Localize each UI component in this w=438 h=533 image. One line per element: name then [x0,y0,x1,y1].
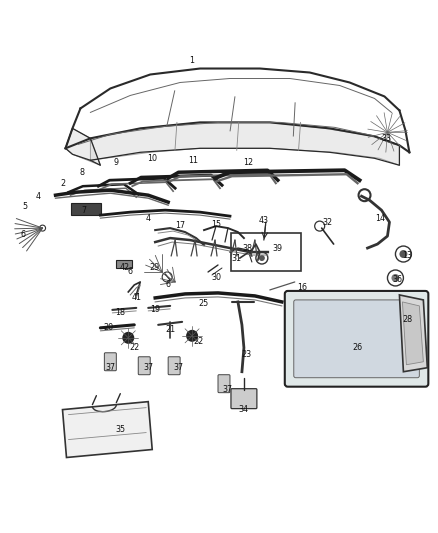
Text: 37: 37 [223,385,233,394]
FancyBboxPatch shape [168,357,180,375]
Text: 38: 38 [243,244,253,253]
Text: 4: 4 [146,214,151,223]
Text: 35: 35 [115,425,125,434]
Text: 43: 43 [259,216,269,224]
Circle shape [186,330,198,342]
FancyBboxPatch shape [138,357,150,375]
Text: 5: 5 [22,201,27,211]
Text: 28: 28 [403,316,413,325]
FancyBboxPatch shape [104,353,117,371]
Text: 37: 37 [173,363,183,372]
Circle shape [399,250,407,258]
Text: 1: 1 [190,56,194,65]
Circle shape [259,255,265,261]
Text: 25: 25 [198,300,208,309]
Text: 10: 10 [147,154,157,163]
Polygon shape [399,295,427,372]
Text: 6: 6 [20,230,25,239]
Text: 42: 42 [119,263,129,272]
Text: 4: 4 [36,192,41,201]
Text: 34: 34 [239,405,249,414]
Text: 22: 22 [193,337,203,346]
FancyBboxPatch shape [285,291,428,386]
Polygon shape [90,123,399,165]
FancyBboxPatch shape [218,375,230,393]
Text: 12: 12 [243,158,253,167]
Text: 13: 13 [403,251,413,260]
Text: 20: 20 [103,324,113,333]
Text: 19: 19 [150,305,160,314]
Text: 6: 6 [166,280,171,289]
Text: 39: 39 [273,244,283,253]
Text: 6: 6 [128,268,133,277]
Text: 22: 22 [129,343,139,352]
Polygon shape [63,402,152,457]
Text: 26: 26 [353,343,363,352]
FancyBboxPatch shape [294,300,419,378]
Text: 36: 36 [392,276,403,285]
Text: 33: 33 [381,134,392,143]
Text: 37: 37 [105,363,115,372]
Text: 8: 8 [80,168,85,177]
Bar [117,260,132,268]
Text: 7: 7 [82,206,87,215]
Polygon shape [403,302,424,365]
Text: 29: 29 [149,263,159,272]
Text: 2: 2 [60,179,65,188]
Text: 14: 14 [375,214,385,223]
Text: 23: 23 [242,350,252,359]
FancyBboxPatch shape [231,389,257,409]
Polygon shape [66,128,100,165]
Text: 21: 21 [165,325,175,334]
Text: 37: 37 [143,363,153,372]
Text: 30: 30 [211,273,221,282]
Circle shape [122,332,134,344]
Text: 9: 9 [114,158,119,167]
Text: 32: 32 [323,217,333,227]
Text: 15: 15 [211,220,221,229]
Circle shape [392,274,399,282]
Text: 17: 17 [175,221,185,230]
Text: 41: 41 [131,294,141,302]
FancyBboxPatch shape [71,203,101,215]
Text: 11: 11 [188,156,198,165]
Text: 31: 31 [231,254,241,263]
Text: 16: 16 [297,284,307,293]
Text: 18: 18 [115,309,125,317]
